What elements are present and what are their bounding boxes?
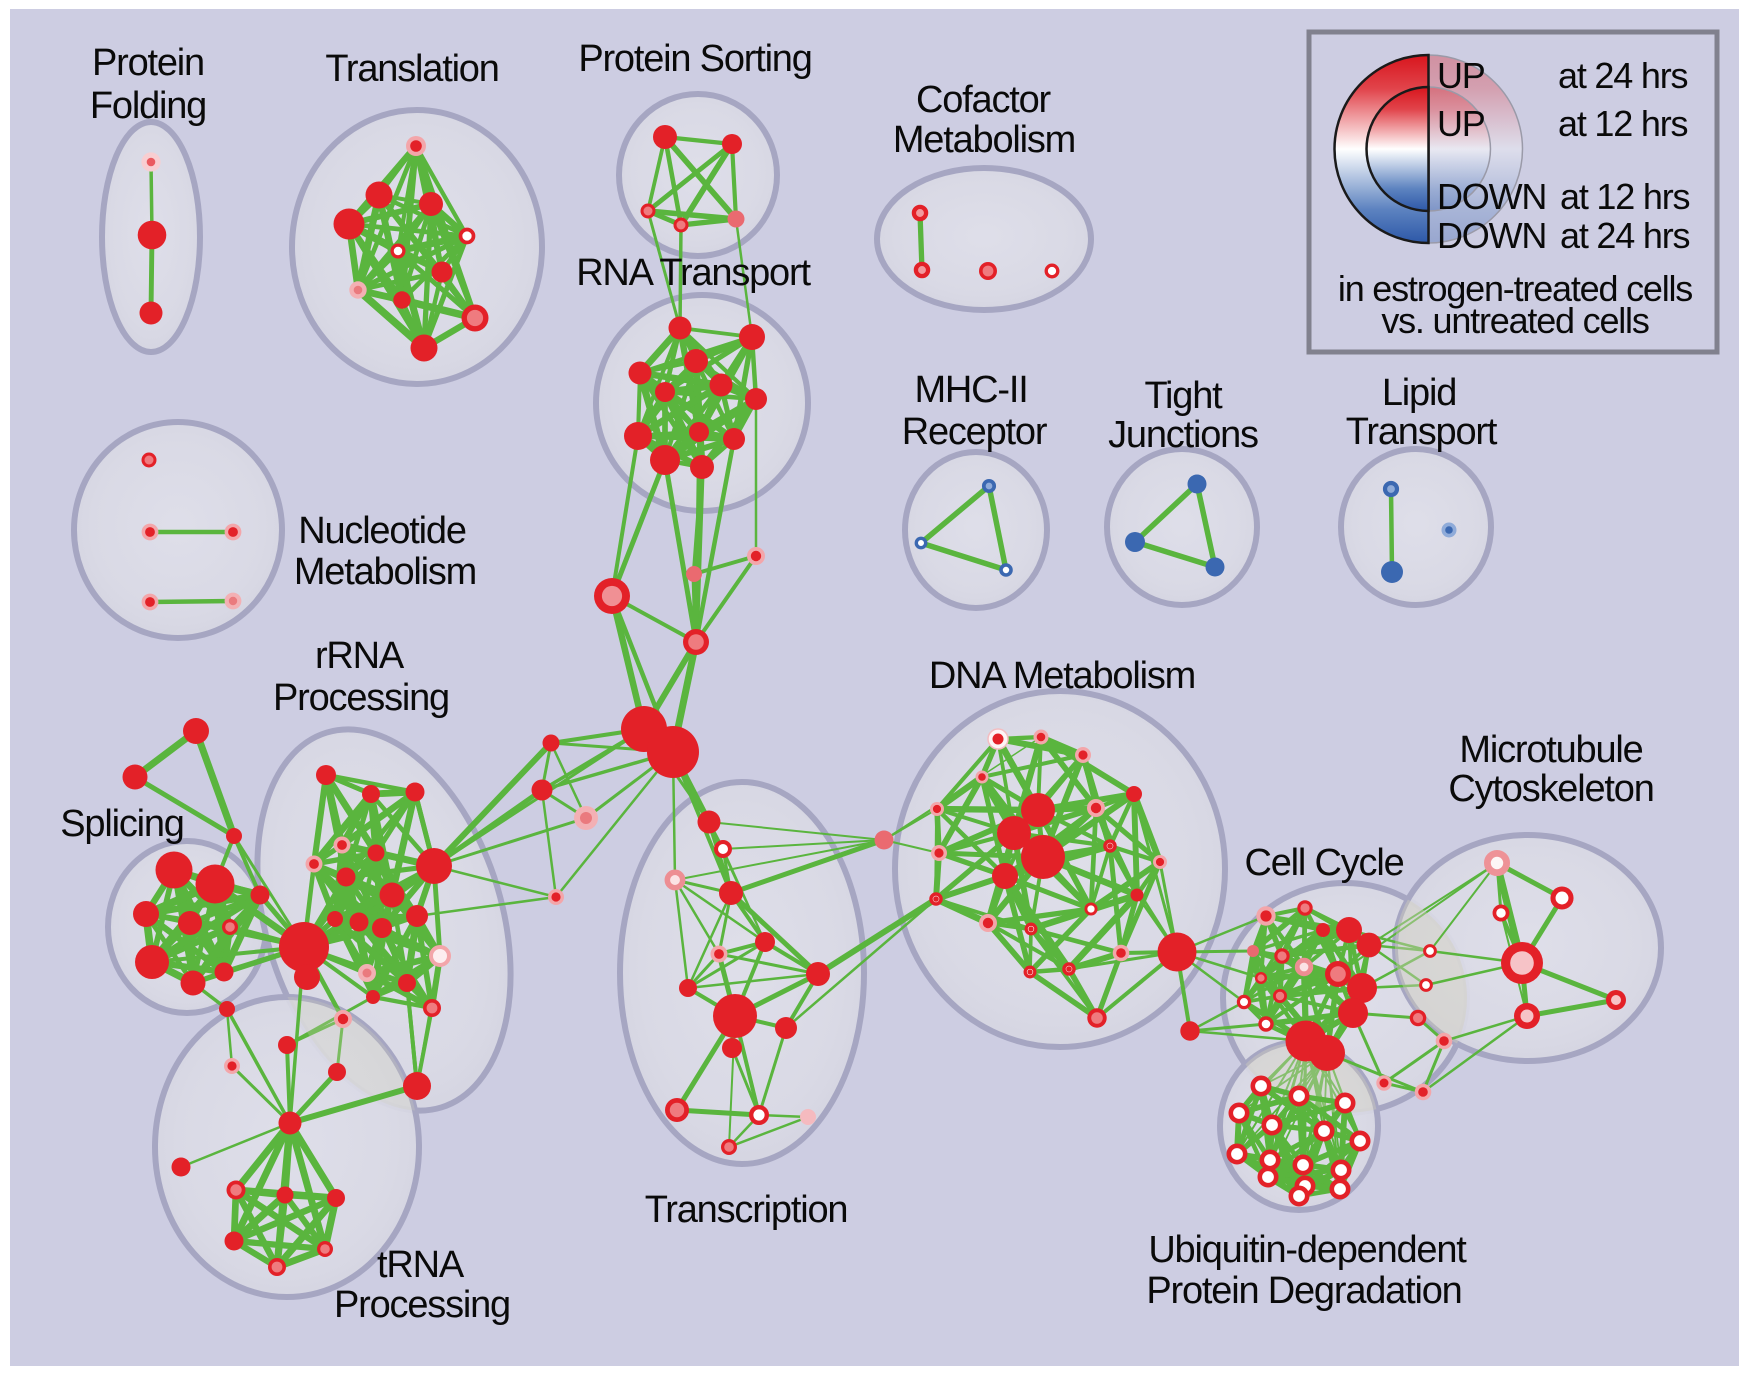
svg-text:DOWN: DOWN [1437,215,1546,256]
svg-text:Cell Cycle: Cell Cycle [1244,842,1403,884]
svg-text:Protein Sorting: Protein Sorting [578,38,811,80]
svg-text:Microtubule: Microtubule [1459,729,1642,771]
svg-text:Ubiquitin-dependent: Ubiquitin-dependent [1148,1229,1467,1271]
svg-text:vs. untreated cells: vs. untreated cells [1381,300,1649,341]
svg-text:Cofactor: Cofactor [916,79,1052,121]
svg-text:Cytoskeleton: Cytoskeleton [1448,768,1653,810]
svg-text:Transcription: Transcription [645,1189,848,1231]
svg-text:UP: UP [1437,55,1485,96]
svg-text:at 12 hrs: at 12 hrs [1560,176,1689,217]
svg-text:Splicing: Splicing [60,803,183,845]
svg-text:Translation: Translation [325,48,498,90]
svg-text:RNA Transport: RNA Transport [576,252,811,294]
svg-text:Protein: Protein [92,42,204,84]
svg-text:Receptor: Receptor [902,411,1048,453]
svg-text:Folding: Folding [90,85,206,127]
svg-text:Junctions: Junctions [1108,414,1258,456]
svg-text:Nucleotide: Nucleotide [298,510,466,552]
svg-text:Transport: Transport [1346,411,1498,453]
svg-text:Processing: Processing [273,677,449,719]
svg-text:DNA Metabolism: DNA Metabolism [929,655,1195,697]
svg-text:at 24 hrs: at 24 hrs [1560,215,1689,256]
svg-text:at 12 hrs: at 12 hrs [1558,103,1687,144]
svg-text:Tight: Tight [1144,375,1223,417]
svg-text:in estrogen-treated cells: in estrogen-treated cells [1338,268,1692,309]
svg-text:tRNA: tRNA [377,1244,465,1286]
svg-text:Protein Degradation: Protein Degradation [1146,1270,1461,1312]
svg-text:UP: UP [1437,103,1485,144]
svg-text:at 24 hrs: at 24 hrs [1558,55,1687,96]
svg-text:Metabolism: Metabolism [294,551,476,593]
svg-text:Lipid: Lipid [1382,372,1456,414]
svg-text:rRNA: rRNA [315,635,405,677]
svg-text:Processing: Processing [334,1284,510,1326]
svg-text:DOWN: DOWN [1437,176,1546,217]
svg-text:Metabolism: Metabolism [893,119,1075,161]
svg-text:MHC-II: MHC-II [914,369,1027,411]
